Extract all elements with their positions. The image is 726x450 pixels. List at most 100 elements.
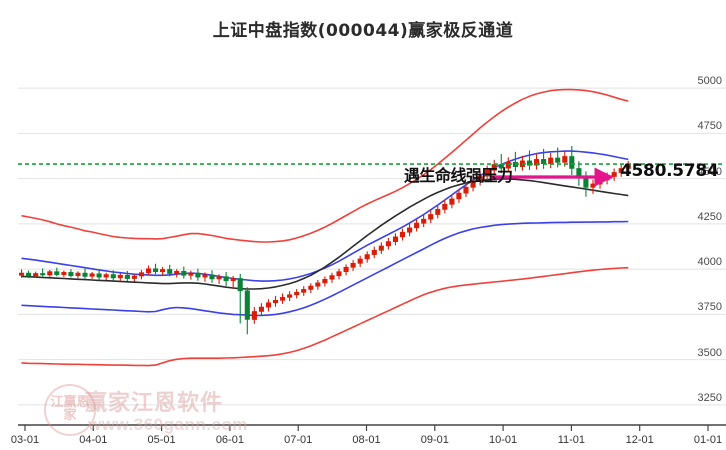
candle — [301, 289, 307, 293]
annotation-text: 遇生命线强压力 — [404, 166, 513, 185]
y-axis-tick: 5000 — [697, 75, 722, 88]
candle — [562, 156, 568, 163]
candle — [54, 271, 60, 275]
candle — [378, 245, 384, 251]
candle — [33, 273, 39, 277]
candle — [40, 273, 46, 276]
candle — [160, 269, 166, 273]
candle — [181, 270, 187, 276]
candle — [548, 157, 554, 165]
candle — [597, 179, 603, 185]
candle — [89, 273, 95, 277]
candle — [75, 272, 81, 276]
candle — [555, 157, 561, 163]
candle — [435, 209, 441, 215]
candle — [357, 258, 363, 264]
candle — [167, 269, 173, 274]
candle — [110, 274, 116, 279]
y-axis-tick: 4000 — [697, 256, 722, 269]
candle — [153, 268, 159, 273]
candle — [131, 275, 137, 279]
indicator-line — [21, 150, 629, 282]
candle — [322, 278, 328, 284]
candle — [272, 299, 279, 304]
candle — [223, 276, 229, 282]
x-axis-tick: 10-01 — [489, 434, 518, 446]
indicator-line — [21, 178, 629, 290]
candle — [541, 159, 547, 165]
candle — [138, 272, 145, 277]
candle — [484, 169, 490, 177]
candle — [399, 231, 406, 238]
candle — [477, 175, 483, 182]
watermark-seal-text: 江赢恩家 — [50, 395, 90, 423]
candle — [26, 272, 32, 277]
x-axis-tick: 07-01 — [284, 434, 313, 446]
y-axis-tick: 3500 — [697, 346, 722, 359]
candle — [583, 177, 589, 188]
candle — [534, 159, 540, 166]
y-axis-tick: 4250 — [697, 210, 722, 223]
candle — [244, 290, 250, 320]
candle — [364, 254, 370, 260]
x-axis-tick: 06-01 — [215, 434, 244, 446]
candle — [421, 218, 427, 224]
candle — [230, 278, 236, 282]
indicator-line — [21, 266, 629, 367]
watermark-brand: 赢家江恩软件 — [85, 391, 224, 416]
candle — [145, 268, 152, 274]
indicator-lines — [21, 88, 629, 367]
watermark-url: www.360gann.com — [88, 415, 248, 434]
x-axis-tick: 03-01 — [10, 434, 40, 446]
indicator-line — [21, 220, 629, 317]
candle — [569, 156, 575, 169]
candle — [68, 272, 74, 277]
candle — [611, 172, 617, 177]
candle — [287, 294, 293, 298]
y-axis-tick: 4500 — [697, 165, 722, 178]
page-title: 上证中盘指数(000044)赢家极反通道 — [212, 21, 514, 41]
candle — [456, 192, 462, 200]
candle — [82, 272, 88, 277]
candle — [294, 291, 300, 296]
y-axis-tick: 3250 — [697, 391, 722, 404]
candle — [18, 272, 25, 276]
candlesticks — [18, 146, 631, 335]
candle — [216, 276, 222, 280]
y-axis-tick: 3750 — [697, 301, 722, 314]
y-axis-tick: 4750 — [697, 120, 722, 133]
candle — [47, 271, 53, 276]
candle — [124, 274, 130, 279]
current-price-label: 4580.5784 — [620, 161, 719, 181]
candle — [371, 249, 377, 255]
candle — [315, 282, 321, 287]
candle — [505, 161, 511, 169]
candle — [385, 241, 391, 247]
candle — [414, 222, 420, 229]
candle — [251, 311, 257, 320]
candle — [336, 271, 342, 277]
x-axis-tick: 05-01 — [147, 434, 176, 446]
candle — [407, 227, 413, 233]
x-axis-tick: 01-01 — [693, 434, 723, 446]
candle — [449, 198, 455, 205]
x-axis-tick: 11-01 — [557, 434, 586, 446]
x-axis-tick: 04-01 — [79, 434, 108, 446]
candle — [195, 272, 201, 278]
candle — [590, 183, 596, 188]
candle — [470, 181, 476, 188]
candle — [258, 306, 264, 312]
candle — [350, 262, 356, 268]
candle — [329, 275, 335, 280]
candle — [117, 274, 123, 279]
candle — [428, 214, 434, 220]
candle — [265, 302, 272, 308]
candle — [103, 274, 109, 278]
candle — [188, 272, 194, 276]
candle — [280, 297, 286, 301]
candle — [96, 273, 102, 278]
x-axis-tick: 09-01 — [420, 434, 449, 446]
candle — [392, 236, 399, 242]
candle — [202, 274, 208, 278]
candle — [308, 285, 314, 290]
